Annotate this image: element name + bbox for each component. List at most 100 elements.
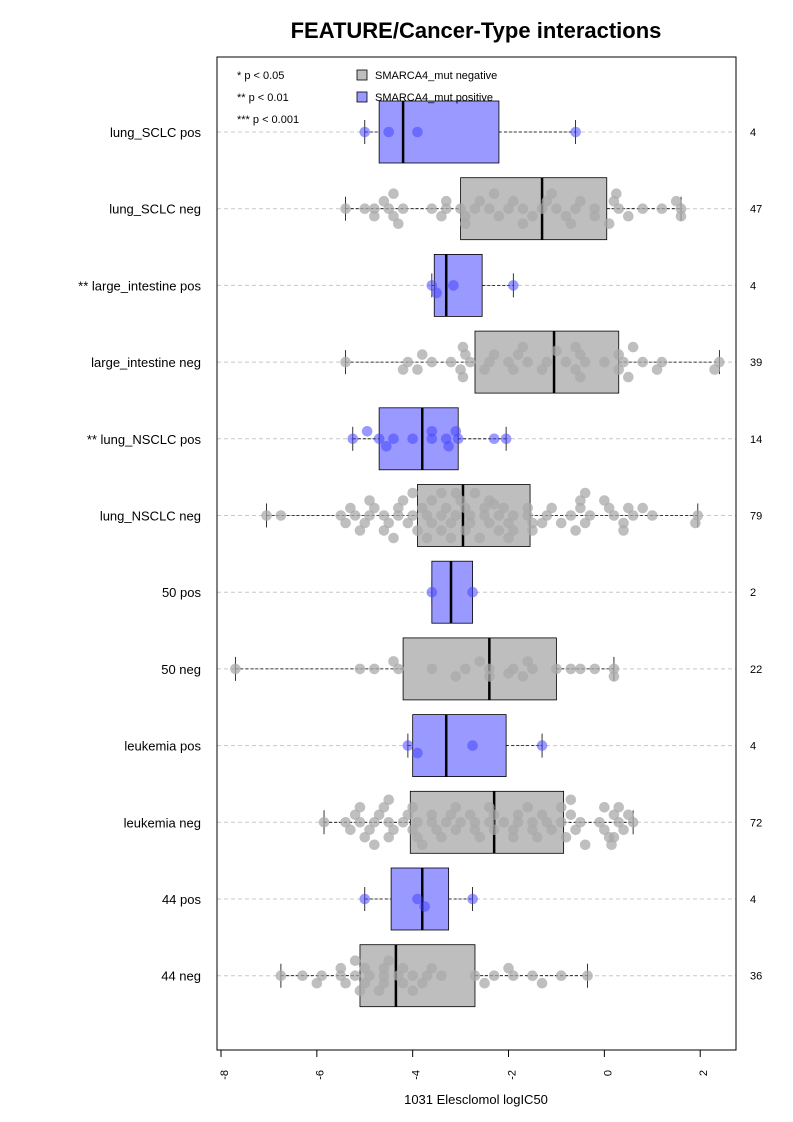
data-point [373,809,385,821]
data-point [393,502,404,514]
data-point [467,893,478,905]
data-point [570,203,581,214]
data-point [503,962,514,974]
data-point [611,188,622,199]
data-point [627,510,639,521]
data-point [517,203,529,214]
data-point [536,977,548,989]
data-point [426,356,438,368]
data-point [318,817,330,828]
data-point [426,663,438,675]
data-point [440,817,452,828]
data-point [675,203,687,214]
data-point [364,495,375,506]
data-point [402,517,414,529]
data-point [345,824,356,836]
data-point [443,441,454,452]
data-point [579,839,591,851]
data-point [388,824,399,836]
data-point [457,371,469,383]
data-point [460,502,471,514]
data-point [450,671,462,682]
data-point [397,962,409,974]
data-point [484,802,495,813]
data-point [488,349,500,360]
data-point [651,364,663,375]
sample-count: 22 [750,664,762,676]
data-point [579,517,591,529]
data-point [646,510,658,521]
category-label: lung_SCLC neg [109,202,201,217]
data-point [531,832,543,843]
data-point [436,525,447,536]
data-point [500,433,512,445]
boxes [234,100,720,1008]
data-point [335,970,347,981]
data-point [416,349,428,360]
data-point [426,426,438,437]
sample-count: 4 [750,741,756,753]
data-point [479,977,490,989]
data-point [460,663,471,675]
data-point [508,970,519,981]
data-point [484,517,495,529]
data-point [407,802,418,813]
data-point [484,356,495,368]
data-point [369,663,380,675]
data-point [608,510,620,521]
data-point [419,901,430,912]
data-point [359,126,371,138]
data-point [388,656,399,667]
data-point [407,433,418,445]
data-point [551,345,562,357]
data-point [436,487,447,499]
data-point [488,970,500,981]
data-point [347,433,359,445]
data-point [508,364,519,375]
data-point [436,210,447,222]
data-point [340,517,351,529]
data-point [440,203,452,214]
data-point [416,977,428,989]
category-labels: lung_SCLC pos lung_SCLC neg ** large_intes… [78,125,201,984]
data-point [469,817,481,828]
data-point [364,970,375,981]
data-point [340,817,351,828]
data-point [359,893,371,905]
data-point [627,341,639,353]
category-label: lung_SCLC pos [110,125,202,140]
data-point [450,487,462,499]
data-point [359,977,371,989]
data-point [469,824,481,836]
data-point [637,203,648,214]
data-point [397,203,409,214]
sample-count: 4 [750,127,756,139]
data-point [354,985,366,996]
data-point [508,525,519,536]
data-point [512,349,524,360]
data-point [421,510,433,521]
data-point [378,195,390,207]
data-point [613,364,625,375]
data-point [349,955,361,966]
data-point [570,341,581,353]
data-point [618,824,629,836]
data-point [508,832,519,843]
data-point [570,126,581,138]
x-tick-label: 0 [602,1070,614,1076]
data-point [623,502,634,514]
data-point [402,740,414,751]
data-point [388,532,399,544]
data-point [445,809,457,821]
category-label: leukemia pos [124,739,201,754]
data-point [536,203,548,214]
data-point [613,349,625,360]
data-point [474,832,486,843]
data-point [397,817,409,828]
data-point [603,502,615,514]
data-point [383,203,395,214]
data-point [599,495,610,506]
data-point [460,525,471,536]
